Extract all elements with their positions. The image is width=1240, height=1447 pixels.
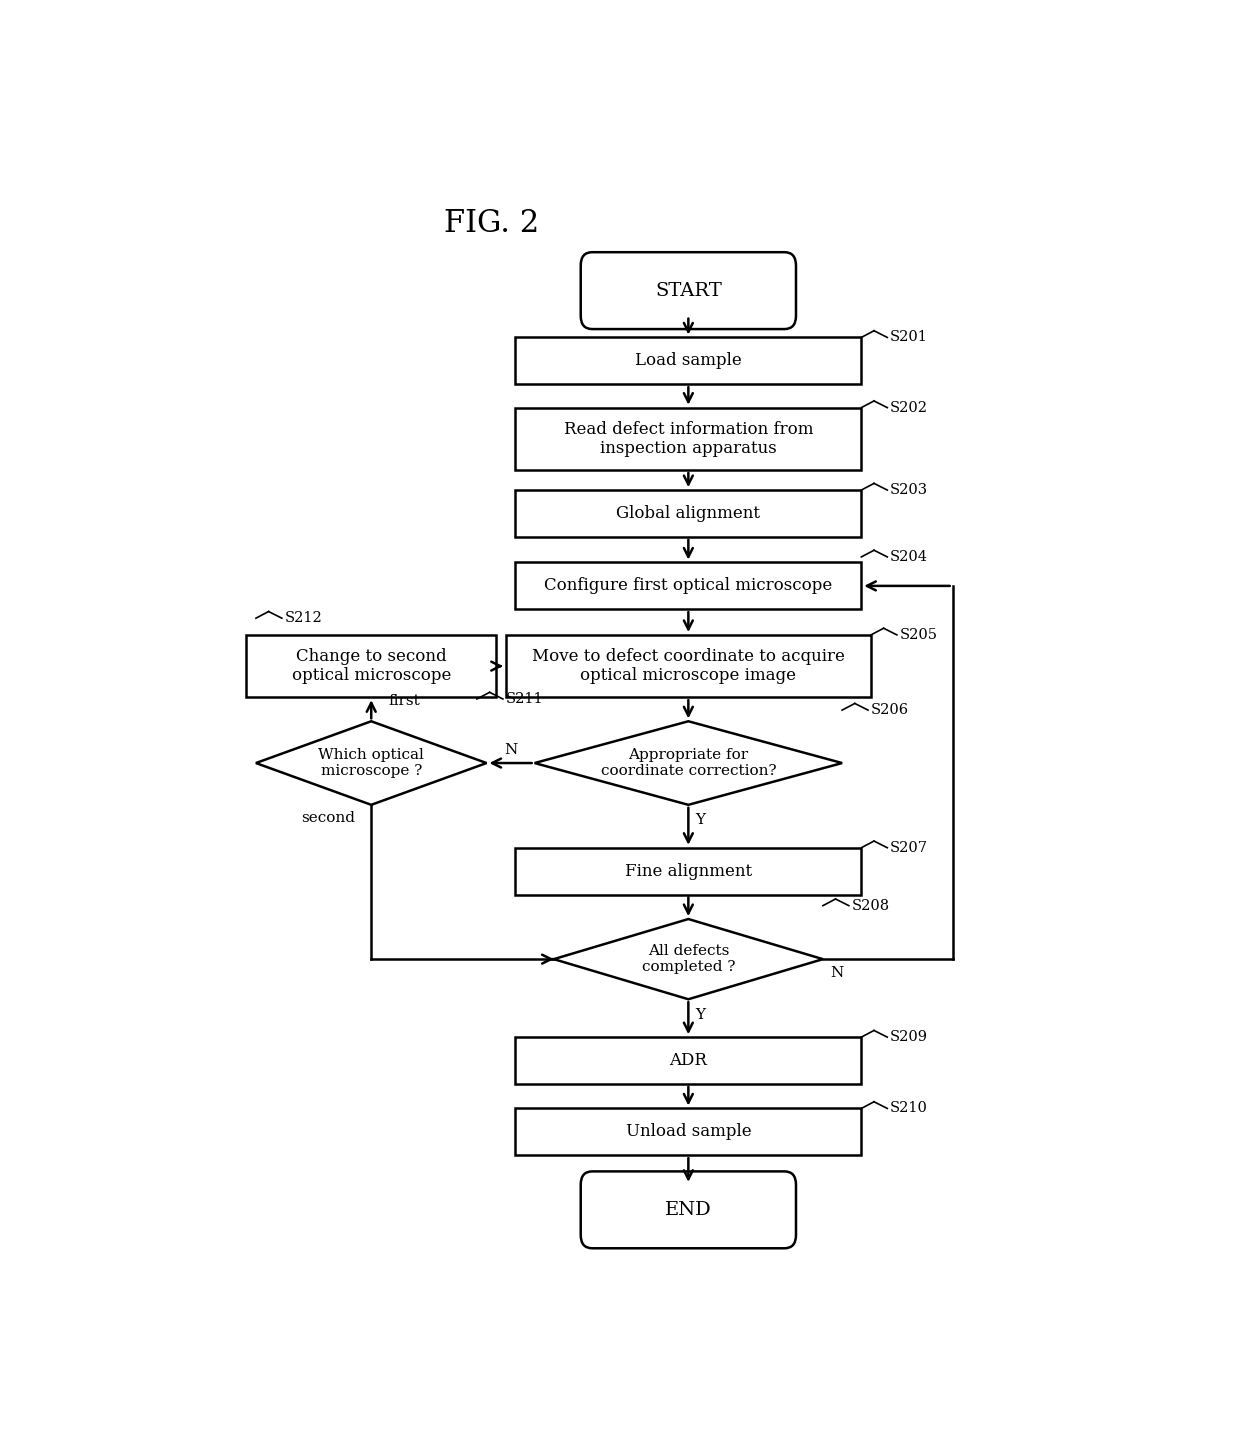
Text: Unload sample: Unload sample: [625, 1123, 751, 1140]
Text: Y: Y: [696, 813, 706, 828]
Text: END: END: [665, 1201, 712, 1218]
Bar: [516, 563, 862, 609]
Text: S212: S212: [285, 611, 322, 625]
Text: S204: S204: [890, 550, 929, 564]
Text: All defects
completed ?: All defects completed ?: [641, 943, 735, 974]
Text: Read defect information from
inspection apparatus: Read defect information from inspection …: [564, 421, 813, 457]
Text: N: N: [831, 965, 844, 980]
Text: S211: S211: [506, 692, 543, 706]
Text: N: N: [503, 742, 517, 757]
FancyBboxPatch shape: [580, 1172, 796, 1249]
Bar: [516, 491, 862, 537]
Text: Which optical
microscope ?: Which optical microscope ?: [319, 748, 424, 778]
Text: S203: S203: [890, 483, 929, 498]
Text: S206: S206: [870, 703, 909, 718]
Text: S209: S209: [890, 1030, 929, 1045]
Text: FIG. 2: FIG. 2: [444, 208, 539, 239]
Text: Fine alignment: Fine alignment: [625, 862, 751, 880]
Text: S210: S210: [890, 1101, 928, 1116]
Polygon shape: [255, 721, 486, 805]
Text: Load sample: Load sample: [635, 352, 742, 369]
Bar: [516, 1108, 862, 1155]
Bar: [247, 635, 496, 697]
Text: Y: Y: [696, 1009, 706, 1022]
Text: S208: S208: [852, 899, 890, 913]
FancyBboxPatch shape: [580, 252, 796, 328]
Text: S207: S207: [890, 841, 929, 855]
Bar: [516, 337, 862, 385]
Bar: [516, 408, 862, 470]
Text: S202: S202: [890, 401, 929, 415]
Text: Change to second
optical microscope: Change to second optical microscope: [291, 648, 451, 684]
Text: first: first: [388, 695, 420, 708]
Text: Global alignment: Global alignment: [616, 505, 760, 522]
Text: ADR: ADR: [670, 1052, 707, 1069]
Text: START: START: [655, 282, 722, 300]
Polygon shape: [534, 721, 842, 805]
Polygon shape: [554, 919, 823, 1000]
Text: Configure first optical microscope: Configure first optical microscope: [544, 577, 832, 595]
Text: S201: S201: [890, 330, 928, 344]
Bar: [516, 1037, 862, 1084]
Text: Appropriate for
coordinate correction?: Appropriate for coordinate correction?: [600, 748, 776, 778]
Bar: [516, 848, 862, 894]
Bar: [506, 635, 870, 697]
Text: S205: S205: [900, 628, 937, 642]
Text: second: second: [301, 812, 355, 825]
Text: Move to defect coordinate to acquire
optical microscope image: Move to defect coordinate to acquire opt…: [532, 648, 844, 684]
